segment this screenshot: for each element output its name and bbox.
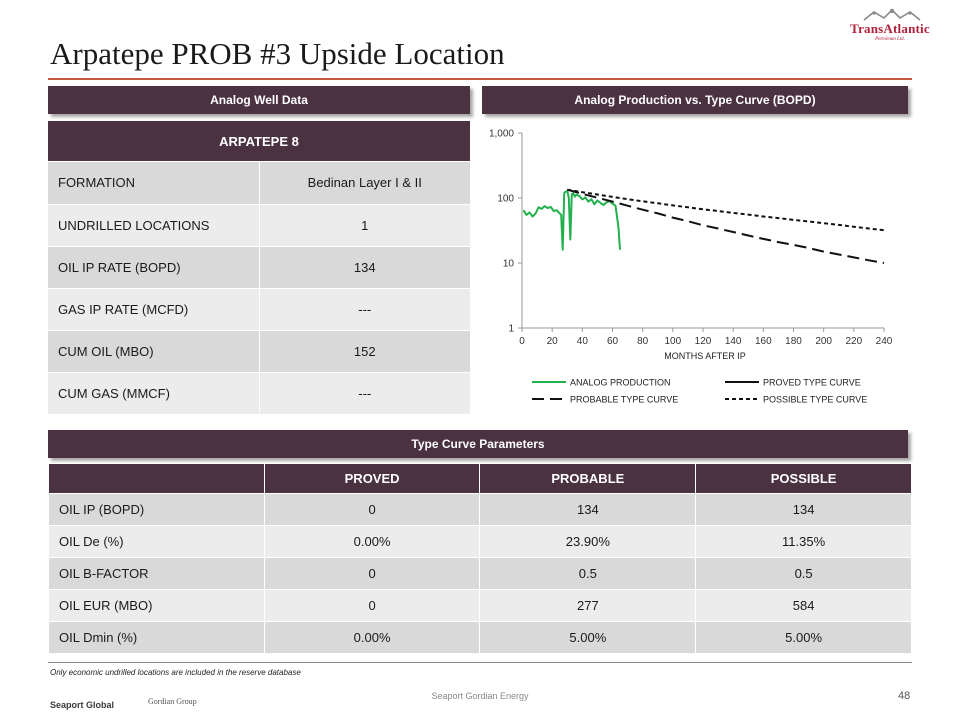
logo-subtitle: Petroleum Ltd. (875, 37, 905, 42)
param-value: 0.5 (695, 557, 912, 590)
chart-banner: Analog Production vs. Type Curve (BOPD) (482, 86, 908, 114)
column-header: PROBABLE (479, 463, 697, 494)
well-field-value: 152 (258, 330, 470, 373)
param-label: OIL IP (BOPD) (48, 493, 265, 526)
x-tick-label: 180 (785, 336, 802, 347)
param-value: 5.00% (479, 621, 697, 654)
series-line-possible-type-curve (567, 188, 885, 232)
x-tick-label: 80 (637, 336, 649, 347)
production-chart: 1 10 100 1,000 0 20 40 60 80 100 120 140 160 180 200 22… (489, 129, 893, 405)
legend-label: PROBABLE TYPE CURVE (570, 395, 678, 405)
seaport-logo: Seaport Global (50, 700, 115, 710)
x-tick-label: 60 (607, 336, 619, 347)
page-title: Arpatepe PROB #3 Upside Location (50, 36, 505, 71)
column-header (48, 463, 265, 494)
param-label: OIL De (%) (48, 525, 265, 558)
table-row: OIL De (%) 0.00% 23.90% 11.35% (48, 525, 912, 558)
y-tick-label: 100 (497, 194, 514, 205)
type-curve-table: PROVED PROBABLE POSSIBLE OIL IP (BOPD) 0 134 1… (48, 463, 912, 654)
well-field-value: --- (258, 288, 470, 331)
table-row: OIL IP RATE (BOPD) 134 (48, 246, 470, 289)
footnote: Only economic undrilled locations are in… (50, 668, 301, 677)
param-value: 134 (695, 493, 912, 526)
series-line-probable-type-curve (567, 188, 885, 264)
x-tick-label: 240 (876, 336, 893, 347)
well-field-label: CUM GAS (MMCF) (48, 372, 259, 415)
series-line-analog-production (522, 190, 621, 251)
x-tick-label: 20 (547, 336, 559, 347)
param-value: 0.00% (263, 525, 481, 558)
table-row: OIL B-FACTOR 0 0.5 0.5 (48, 557, 912, 590)
table-row: OIL Dmin (%) 0.00% 5.00% 5.00% (48, 621, 912, 654)
param-value: 0 (263, 589, 481, 622)
table-row: CUM GAS (MMCF) --- (48, 372, 470, 415)
x-tick-label: 120 (695, 336, 712, 347)
param-value: 134 (479, 493, 697, 526)
footer-logos: Seaport Global Gordian Group (50, 697, 240, 713)
logo-emblem-icon (863, 8, 921, 21)
well-field-label: FORMATION (48, 162, 259, 205)
table-row: OIL EUR (MBO) 0 277 584 (48, 589, 912, 622)
analog-well-table: FORMATION Bedinan Layer I & II UNDRILLED L… (48, 162, 470, 415)
x-tick-label: 140 (725, 336, 742, 347)
x-tick-label: 220 (845, 336, 862, 347)
param-value: 11.35% (695, 525, 912, 558)
param-label: OIL EUR (MBO) (48, 589, 265, 622)
table-row: OIL IP (BOPD) 0 134 134 (48, 493, 912, 526)
column-header: POSSIBLE (695, 463, 912, 494)
title-divider (48, 78, 912, 80)
table-header-row: PROVED PROBABLE POSSIBLE (48, 463, 912, 494)
param-value: 5.00% (695, 621, 912, 654)
y-tick-label: 10 (503, 259, 515, 270)
well-field-label: GAS IP RATE (MCFD) (48, 288, 259, 331)
well-name-header: ARPATEPE 8 (48, 121, 470, 161)
param-value: 0.00% (263, 621, 481, 654)
param-value: 23.90% (479, 525, 697, 558)
well-field-value: 1 (258, 204, 470, 247)
well-field-value: Bedinan Layer I & II (258, 162, 470, 205)
param-value: 0 (263, 493, 481, 526)
x-tick-label: 160 (755, 336, 772, 347)
y-tick-label: 1 (508, 324, 514, 335)
footer-divider (48, 662, 912, 663)
x-tick-label: 0 (519, 336, 525, 347)
logo-name: TransAtlantic (850, 21, 930, 36)
param-value: 277 (479, 589, 697, 622)
x-tick-label: 100 (664, 336, 681, 347)
param-value: 584 (695, 589, 912, 622)
gordian-logo: Gordian Group (148, 697, 197, 706)
legend-label: ANALOG PRODUCTION (570, 378, 671, 388)
analog-well-banner: Analog Well Data (48, 86, 470, 114)
table-row: GAS IP RATE (MCFD) --- (48, 288, 470, 331)
legend-label: PROVED TYPE CURVE (763, 378, 861, 388)
type-curve-banner: Type Curve Parameters (48, 430, 908, 458)
company-logo: TransAtlantic Petroleum Ltd. (832, 6, 948, 48)
param-value: 0 (263, 557, 481, 590)
footer-center-text: Seaport Gordian Energy (431, 691, 529, 701)
x-tick-label: 40 (577, 336, 589, 347)
table-row: UNDRILLED LOCATIONS 1 (48, 204, 470, 247)
table-row: FORMATION Bedinan Layer I & II (48, 162, 470, 205)
x-axis-label: MONTHS AFTER IP (664, 351, 746, 361)
param-label: OIL Dmin (%) (48, 621, 265, 654)
page-number: 48 (898, 690, 911, 702)
well-field-label: OIL IP RATE (BOPD) (48, 246, 259, 289)
legend-label: POSSIBLE TYPE CURVE (763, 395, 867, 405)
y-tick-label: 1,000 (489, 129, 514, 140)
x-tick-label: 200 (815, 336, 832, 347)
param-label: OIL B-FACTOR (48, 557, 265, 590)
param-value: 0.5 (479, 557, 697, 590)
well-field-value: 134 (258, 246, 470, 289)
well-field-label: CUM OIL (MBO) (48, 330, 259, 373)
well-field-value: --- (258, 372, 470, 415)
table-row: CUM OIL (MBO) 152 (48, 330, 470, 373)
column-header: PROVED (263, 463, 481, 494)
well-field-label: UNDRILLED LOCATIONS (48, 204, 259, 247)
